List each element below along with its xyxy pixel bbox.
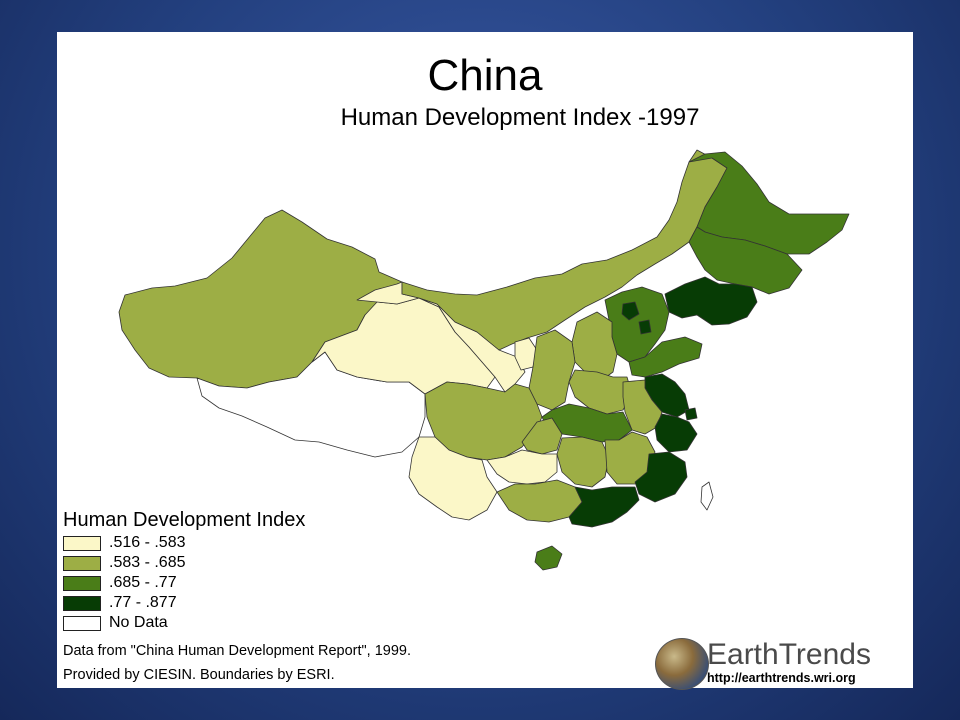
slide-panel: China Human Development Index -1997 [57,32,913,690]
region-shanghai [684,407,698,421]
map-title: China [427,51,543,100]
globe-logo-icon [655,638,709,690]
legend-label: .77 - .877 [109,594,177,611]
brand-name: EarthTrends [707,638,871,671]
brand-url[interactable]: http://earthtrends.wri.org [707,671,856,685]
region-tibet [196,351,426,458]
region-taiwan [700,481,714,511]
legend-item: No Data [63,614,168,632]
region-zhejiang [654,413,698,453]
legend-title: Human Development Index [63,509,306,531]
legend-item: .77 - .877 [63,594,177,612]
legend-item: .583 - .685 [63,554,186,572]
map-subtitle: Human Development Index -1997 [340,104,700,131]
china-map [118,149,850,571]
region-liaoning [664,276,758,326]
region-guangdong [568,486,640,528]
legend-swatch [63,595,101,611]
legend-item: .685 - .77 [63,574,177,592]
region-shanxi [571,311,618,381]
legend-swatch [63,615,101,631]
region-henan [568,369,633,415]
region-shandong [628,336,703,378]
region-guizhou [486,449,558,485]
credits-text: Provided by CIESIN. Boundaries by ESRI. [63,667,335,683]
legend-label: No Data [109,614,168,631]
region-chongqing [521,417,563,455]
region-jilin [688,226,803,295]
region-fujian [634,451,688,503]
legend-label: .583 - .685 [109,554,186,571]
legend-swatch [63,555,101,571]
legend-item: .516 - .583 [63,534,186,552]
region-yunnan [408,436,498,521]
legend-label: .516 - .583 [109,534,186,551]
legend-swatch [63,575,101,591]
region-hunan [556,436,610,488]
data-source-text: Data from "China Human Development Repor… [63,643,411,659]
region-beijing [621,301,640,321]
legend-label: .685 - .77 [109,574,177,591]
region-hainan [534,545,563,571]
legend-swatch [63,535,101,551]
region-guangxi [496,479,583,523]
region-shaanxi [528,329,576,411]
region-tianjin [638,319,652,335]
region-heilongjiang [688,151,850,255]
